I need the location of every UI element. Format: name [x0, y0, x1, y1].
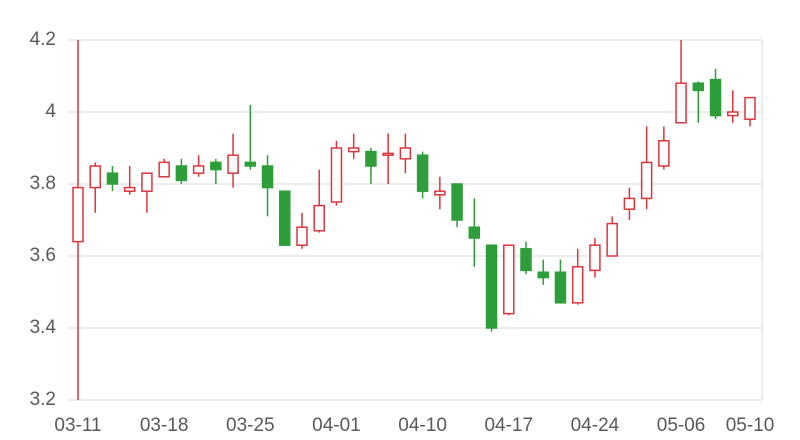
- candle-body: [365, 150, 377, 167]
- candle-body: [141, 172, 153, 192]
- x-tick-label: 03-18: [140, 415, 189, 436]
- candle-body: [330, 147, 343, 203]
- x-tick-label: 04-17: [484, 415, 533, 436]
- candle-body: [175, 165, 188, 182]
- candle-body: [244, 161, 257, 167]
- candle-body: [727, 111, 739, 117]
- candle-body: [640, 161, 653, 200]
- candle-body: [261, 165, 274, 189]
- candle-body: [158, 161, 170, 178]
- y-tick-label: 3.2: [30, 389, 56, 410]
- y-tick-label: 3.4: [30, 317, 57, 338]
- x-tick-label: 03-25: [226, 415, 275, 436]
- candle-body: [347, 147, 360, 153]
- candle-body: [279, 190, 291, 246]
- candle-body: [537, 271, 549, 279]
- candle-body: [692, 82, 705, 92]
- candle-body: [468, 226, 481, 239]
- candle-body: [313, 204, 325, 232]
- candle-body: [503, 244, 515, 315]
- x-tick-label: 05-06: [657, 415, 706, 436]
- candle-body: [658, 140, 670, 167]
- candle-body: [485, 244, 498, 329]
- candle-body: [520, 248, 532, 272]
- candle-body: [227, 154, 239, 174]
- candle-body: [451, 183, 463, 221]
- y-tick-label: 4.2: [30, 29, 56, 50]
- candle-body: [675, 82, 687, 124]
- candle-body: [382, 152, 394, 156]
- candle-body: [123, 186, 136, 192]
- candle-body: [554, 271, 567, 304]
- candle-body: [192, 165, 205, 174]
- x-tick-label: 03-11: [54, 415, 101, 436]
- candle-body: [606, 222, 618, 257]
- candle-body: [296, 226, 308, 246]
- candle-body: [210, 161, 222, 171]
- x-tick-label: 04-01: [312, 415, 361, 436]
- candle-body: [623, 197, 636, 210]
- candle-body: [106, 172, 119, 185]
- x-tick-label: 04-24: [571, 415, 620, 436]
- candle-body: [416, 154, 429, 192]
- candle-body: [399, 147, 412, 160]
- candle-body: [709, 78, 722, 117]
- candle-body: [744, 96, 756, 120]
- candle-body: [571, 266, 584, 304]
- x-tick-label: 04-10: [398, 415, 447, 436]
- candle-body: [72, 186, 84, 243]
- x-tick-label: 05-10: [726, 415, 775, 436]
- y-tick-label: 3.8: [30, 173, 56, 194]
- candle-body: [89, 165, 101, 189]
- candle-body: [589, 244, 601, 272]
- candle-body: [434, 190, 446, 196]
- y-tick-label: 3.6: [30, 245, 56, 266]
- y-tick-label: 4: [45, 101, 56, 122]
